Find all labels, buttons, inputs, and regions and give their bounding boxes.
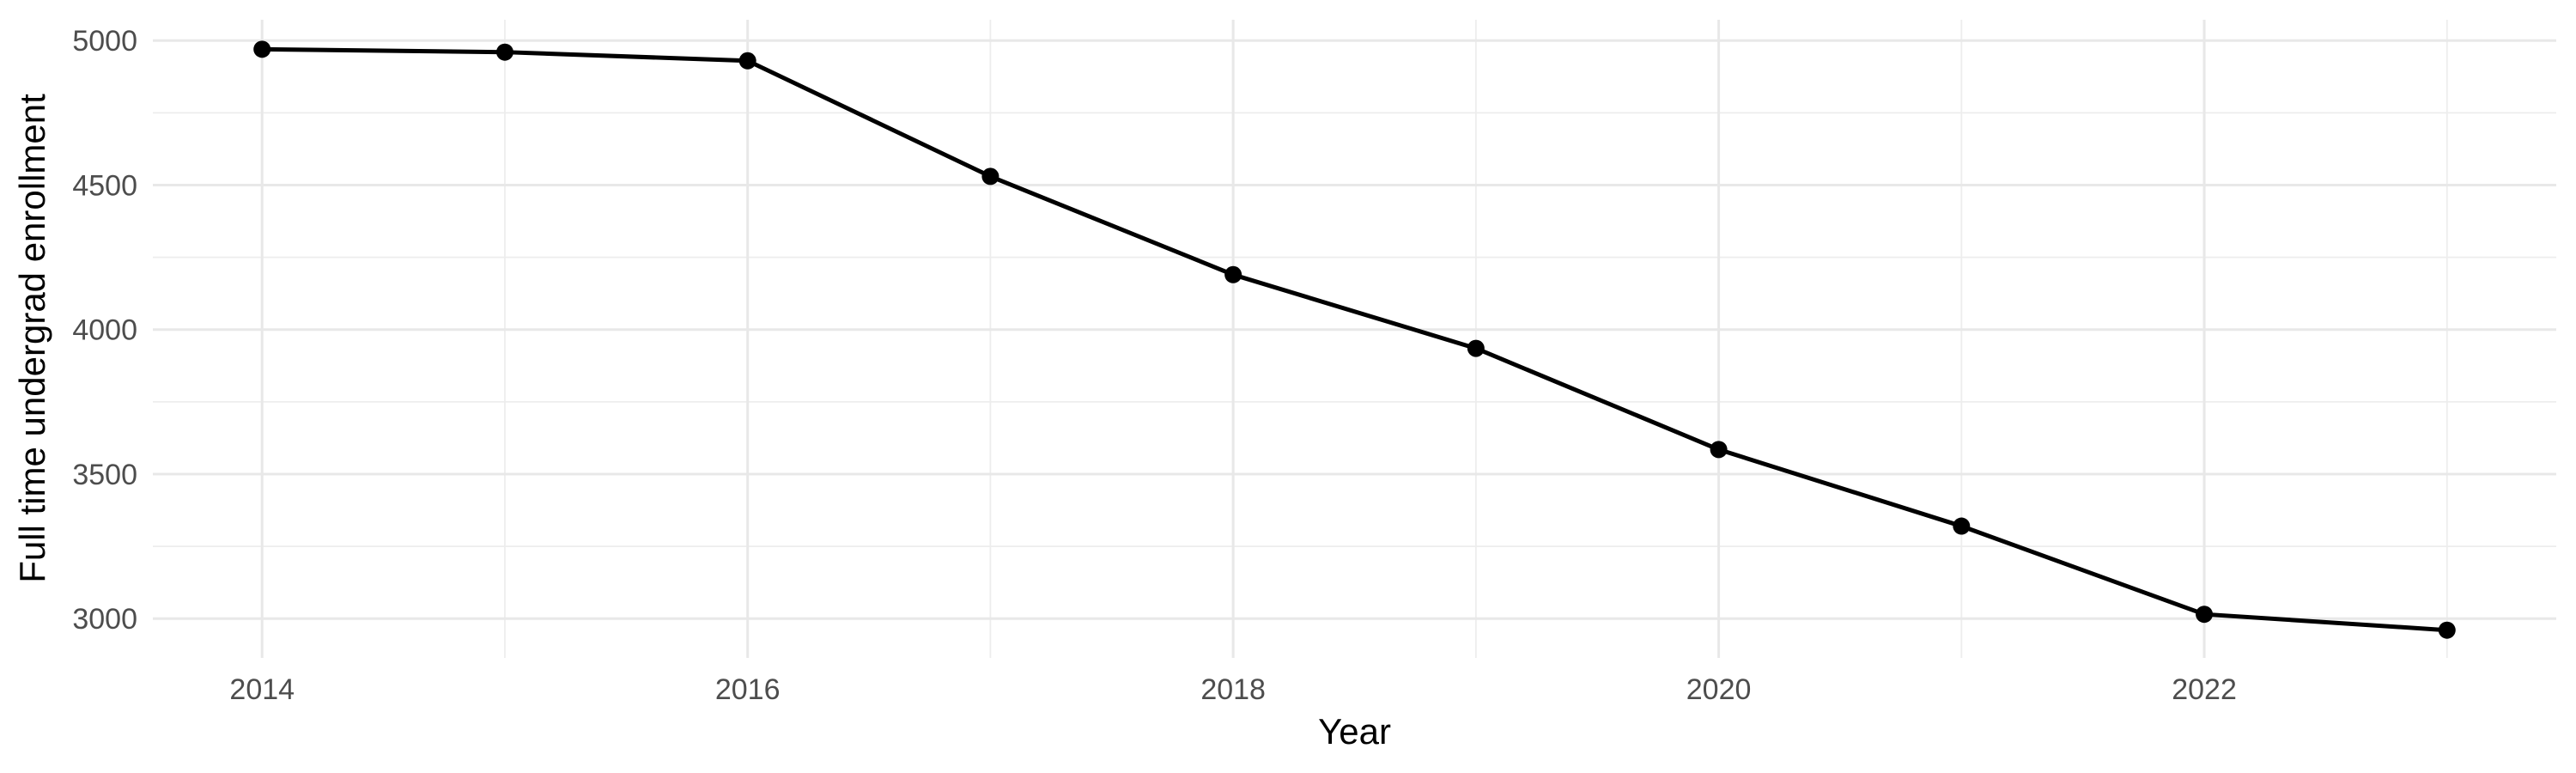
y-tick-label-4500: 4500 — [72, 169, 137, 202]
data-point-2017 — [981, 167, 999, 186]
gridlines-major — [153, 20, 2556, 658]
y-tick-label-5000: 5000 — [72, 25, 137, 58]
x-tick-label-2014: 2014 — [229, 673, 295, 706]
x-tick-label-2022: 2022 — [2172, 673, 2237, 706]
x-tick-label-2016: 2016 — [715, 673, 781, 706]
y-axis-title: Full time undergrad enrollment — [12, 94, 52, 583]
gridlines-minor — [153, 20, 2556, 658]
data-point-2014 — [253, 40, 271, 58]
data-point-2022 — [2196, 606, 2214, 624]
x-tick-label-2018: 2018 — [1200, 673, 1266, 706]
data-points — [253, 40, 2456, 639]
data-point-2018 — [1224, 265, 1242, 283]
x-tick-label-2020: 2020 — [1686, 673, 1752, 706]
data-point-2020 — [1710, 441, 1728, 459]
x-axis-title: Year — [1318, 711, 1391, 752]
data-point-2023 — [2438, 621, 2456, 639]
data-point-2016 — [738, 52, 756, 70]
y-axis-tick-labels: 5000 4500 4000 3500 3000 — [72, 25, 137, 636]
y-tick-label-4000: 4000 — [72, 314, 137, 347]
x-axis-tick-labels: 2014 2016 2018 2020 2022 — [229, 673, 2236, 706]
enrollment-line-series — [262, 46, 2447, 633]
data-point-2019 — [1467, 339, 1485, 357]
data-point-2015 — [495, 43, 513, 61]
data-point-2021 — [1953, 517, 1971, 535]
y-tick-label-3000: 3000 — [72, 603, 137, 636]
y-tick-label-3500: 3500 — [72, 459, 137, 491]
